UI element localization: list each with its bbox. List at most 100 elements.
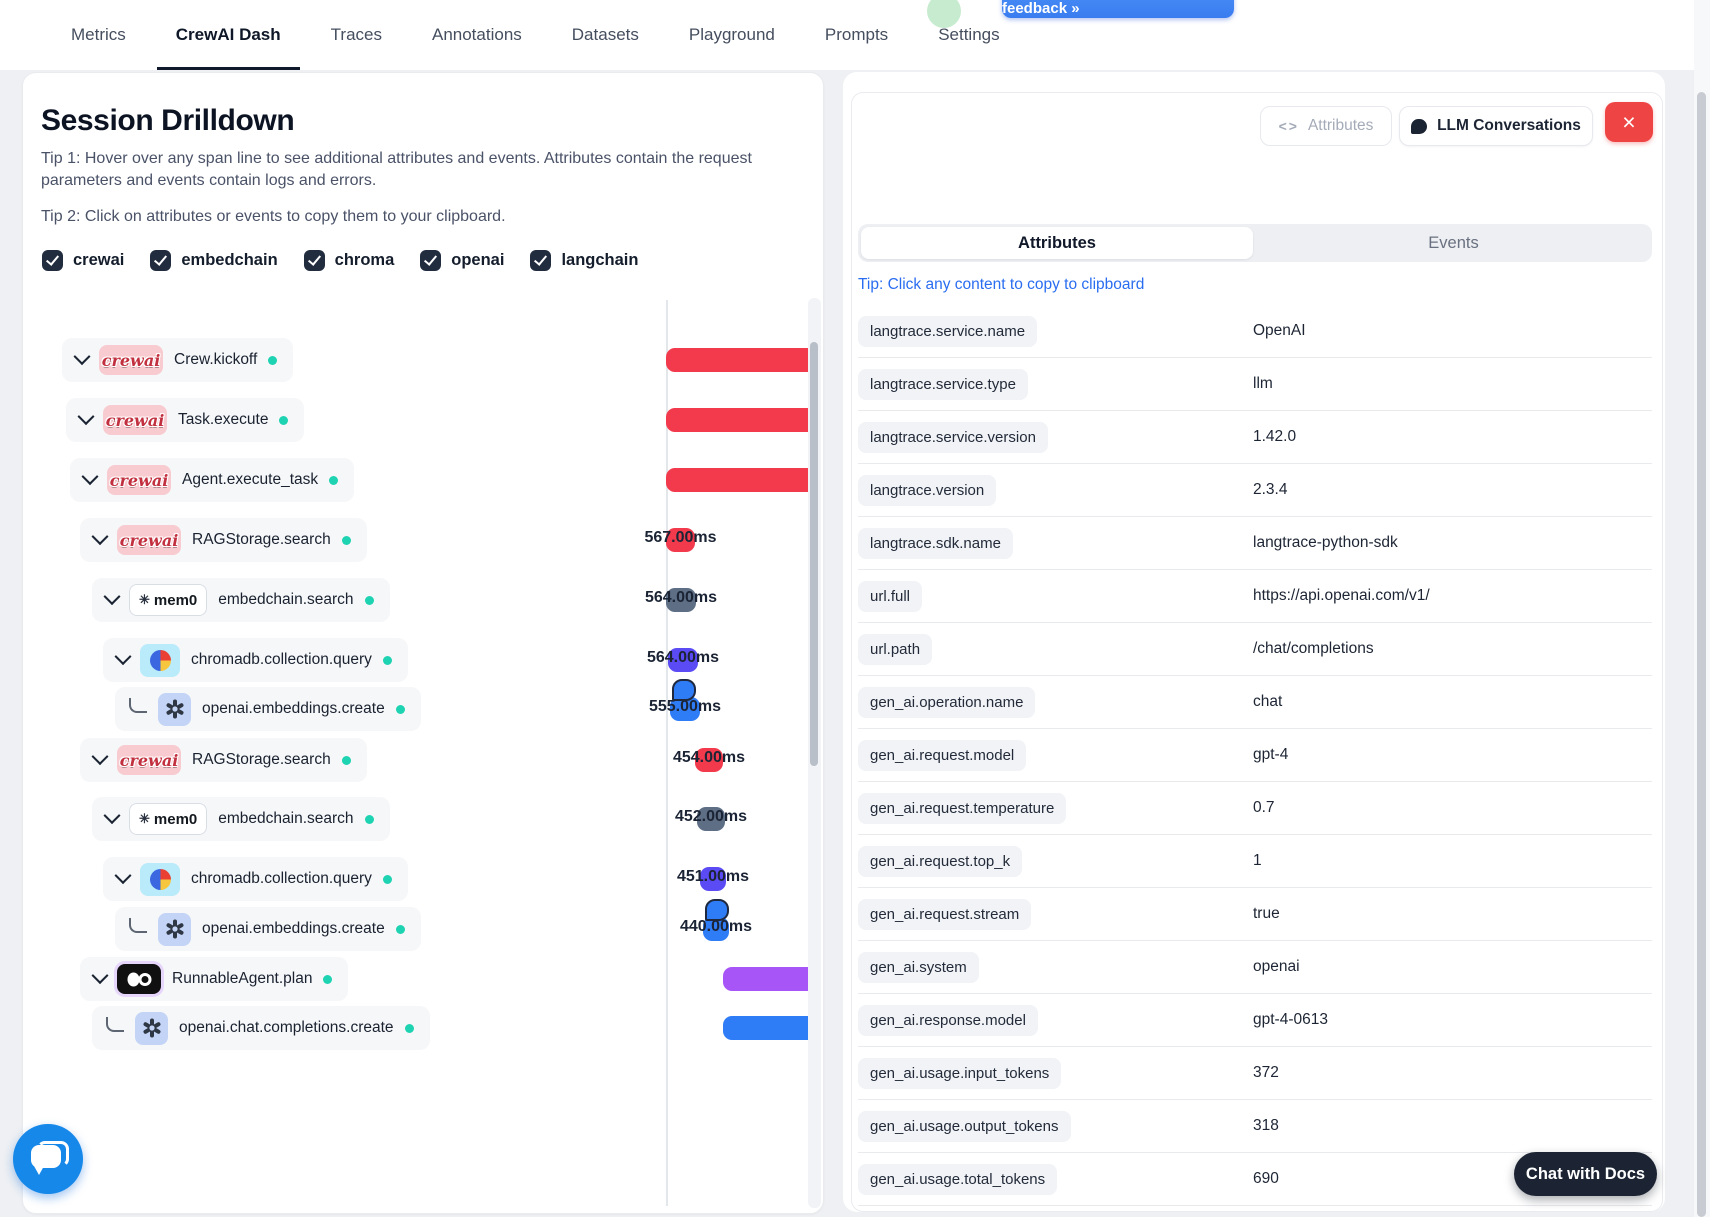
span-row-Crew.kickoff[interactable]: crewai Crew.kickoff [62, 338, 294, 382]
span-row-Agent.execute_task[interactable]: crewai Agent.execute_task [70, 458, 355, 502]
span-duration-bar[interactable] [666, 348, 808, 372]
span-duration-bar[interactable] [703, 917, 729, 941]
nav-tab-crewai-dash[interactable]: CrewAI Dash [151, 0, 306, 70]
span-duration-bar[interactable] [723, 1016, 808, 1040]
span-duration-bar[interactable] [666, 588, 696, 612]
chevron-down-icon[interactable] [103, 588, 121, 606]
timeline-scrollbar-thumb[interactable] [810, 342, 818, 766]
attribute-key[interactable]: gen_ai.request.stream [858, 898, 1032, 930]
span-duration-bar[interactable] [666, 408, 808, 432]
span-duration-bar[interactable] [695, 748, 723, 772]
filter-chroma[interactable]: chroma [303, 250, 394, 271]
attribute-value[interactable]: chat [1253, 693, 1283, 710]
nav-tab-playground[interactable]: Playground [688, 25, 775, 44]
span-row-Task.execute[interactable]: crewai Task.execute [66, 398, 305, 442]
chat-widget-button[interactable] [13, 1124, 83, 1194]
filter-crewai[interactable]: crewai [42, 250, 124, 271]
filter-openai[interactable]: openai [420, 250, 504, 271]
span-duration-bar[interactable] [723, 967, 808, 991]
span-duration-bar[interactable] [668, 648, 698, 672]
span-row-chromadb.collection.query[interactable]: chromadb.collection.query [103, 638, 408, 682]
attribute-key[interactable]: langtrace.sdk.name [858, 527, 1013, 559]
attribute-value[interactable]: 1 [1253, 852, 1262, 869]
attribute-key[interactable]: gen_ai.request.temperature [858, 792, 1067, 824]
attribute-key[interactable]: gen_ai.usage.output_tokens [858, 1110, 1071, 1142]
copy-tip-link[interactable]: Tip: Click any content to copy to clipbo… [858, 276, 1145, 293]
attribute-value[interactable]: 1.42.0 [1253, 428, 1297, 445]
attribute-row[interactable]: gen_ai.request.model gpt-4 [858, 729, 1652, 782]
attribute-key[interactable]: langtrace.service.name [858, 315, 1038, 347]
checkbox-chroma[interactable] [303, 250, 325, 271]
checkbox-openai[interactable] [420, 250, 442, 271]
chat-with-docs-button[interactable]: Chat with Docs [1514, 1152, 1657, 1196]
chevron-down-icon[interactable] [114, 648, 132, 666]
chevron-down-icon[interactable] [81, 468, 99, 486]
attribute-key[interactable]: gen_ai.usage.input_tokens [858, 1057, 1062, 1089]
attribute-row[interactable]: langtrace.version 2.3.4 [858, 464, 1652, 517]
span-row-openai.embeddings.create[interactable]: openai.embeddings.create [115, 687, 421, 731]
attribute-value[interactable]: 0.7 [1253, 799, 1275, 816]
attribute-key[interactable]: url.path [858, 633, 933, 665]
attribute-row[interactable]: gen_ai.usage.input_tokens 372 [858, 1047, 1652, 1100]
nav-tab-datasets[interactable]: Datasets [571, 25, 639, 44]
attribute-value[interactable]: /chat/completions [1253, 640, 1374, 657]
span-duration-bar[interactable] [697, 807, 725, 831]
attribute-key[interactable]: gen_ai.system [858, 951, 979, 983]
attribute-value[interactable]: 372 [1253, 1064, 1279, 1081]
attribute-row[interactable]: langtrace.service.name OpenAI [858, 305, 1652, 358]
chevron-down-icon[interactable] [103, 807, 121, 825]
attribute-key[interactable]: url.full [858, 580, 923, 612]
attribute-value[interactable]: gpt-4 [1253, 746, 1289, 763]
tab-events[interactable]: Events [1428, 233, 1479, 252]
attribute-value[interactable]: 690 [1253, 1170, 1279, 1187]
page-scrollbar-thumb[interactable] [1697, 92, 1706, 1217]
filter-embedchain[interactable]: embedchain [150, 250, 278, 271]
span-row-chromadb.collection.query[interactable]: chromadb.collection.query [103, 857, 408, 901]
nav-tab-settings[interactable]: Settings [938, 25, 1000, 44]
attribute-row[interactable]: langtrace.sdk.name langtrace-python-sdk [858, 517, 1652, 570]
attribute-row[interactable]: url.full https://api.openai.com/v1/ [858, 570, 1652, 623]
filter-langchain[interactable]: langchain [530, 250, 638, 271]
attribute-value[interactable]: https://api.openai.com/v1/ [1253, 587, 1430, 604]
attribute-row[interactable]: gen_ai.operation.name chat [858, 676, 1652, 729]
attribute-value[interactable]: llm [1253, 375, 1273, 392]
attribute-value[interactable]: OpenAI [1253, 322, 1306, 339]
chevron-down-icon[interactable] [91, 967, 109, 985]
span-row-RunnableAgent.plan[interactable]: RunnableAgent.plan [80, 957, 349, 1001]
attribute-row[interactable]: gen_ai.usage.total_tokens 690 [858, 1153, 1652, 1206]
span-duration-bar[interactable] [700, 867, 726, 891]
attribute-row[interactable]: gen_ai.request.stream true [858, 888, 1652, 941]
close-button[interactable]: × [1605, 102, 1653, 142]
attribute-value[interactable]: gpt-4-0613 [1253, 1011, 1328, 1028]
attribute-row[interactable]: langtrace.service.type llm [858, 358, 1652, 411]
llm-conversations-button[interactable]: LLM Conversations [1399, 106, 1593, 146]
chevron-down-icon[interactable] [73, 348, 91, 366]
span-row-RAGStorage.search[interactable]: crewai RAGStorage.search [80, 738, 367, 782]
attribute-key[interactable]: gen_ai.operation.name [858, 686, 1036, 718]
attribute-row[interactable]: gen_ai.system openai [858, 941, 1652, 994]
attribute-row[interactable]: gen_ai.request.temperature 0.7 [858, 782, 1652, 835]
attributes-code-button[interactable]: <> Attributes [1260, 106, 1392, 146]
chevron-down-icon[interactable] [77, 408, 95, 426]
nav-tab-prompts[interactable]: Prompts [824, 25, 889, 44]
span-row-openai.chat.completions.create[interactable]: openai.chat.completions.create [92, 1006, 430, 1050]
free-credits-button[interactable]: Get more FREE credits for feedback » [1002, 0, 1234, 18]
attribute-key[interactable]: langtrace.version [858, 474, 997, 506]
attribute-key[interactable]: gen_ai.request.top_k [858, 845, 1023, 877]
attribute-row[interactable]: gen_ai.response.model gpt-4-0613 [858, 994, 1652, 1047]
attribute-row[interactable]: gen_ai.request.top_k 1 [858, 835, 1652, 888]
nav-tab-traces[interactable]: Traces [330, 25, 382, 44]
attribute-value[interactable]: 318 [1253, 1117, 1279, 1134]
tab-attributes[interactable]: Attributes [861, 227, 1253, 259]
span-row-embedchain.search[interactable]: ✳ mem0 embedchain.search [92, 578, 390, 622]
attribute-key[interactable]: gen_ai.response.model [858, 1004, 1038, 1036]
attribute-row[interactable]: url.path/chat/completions [858, 623, 1652, 676]
attribute-row[interactable]: langtrace.service.version 1.42.0 [858, 411, 1652, 464]
span-duration-bar[interactable] [666, 528, 695, 552]
nav-tab-annotations[interactable]: Annotations [431, 25, 522, 44]
chevron-down-icon[interactable] [91, 748, 109, 766]
attribute-key[interactable]: gen_ai.usage.total_tokens [858, 1163, 1058, 1195]
span-row-RAGStorage.search[interactable]: crewai RAGStorage.search [80, 518, 367, 562]
attribute-value[interactable]: 2.3.4 [1253, 481, 1288, 498]
checkbox-crewai[interactable] [42, 250, 63, 271]
